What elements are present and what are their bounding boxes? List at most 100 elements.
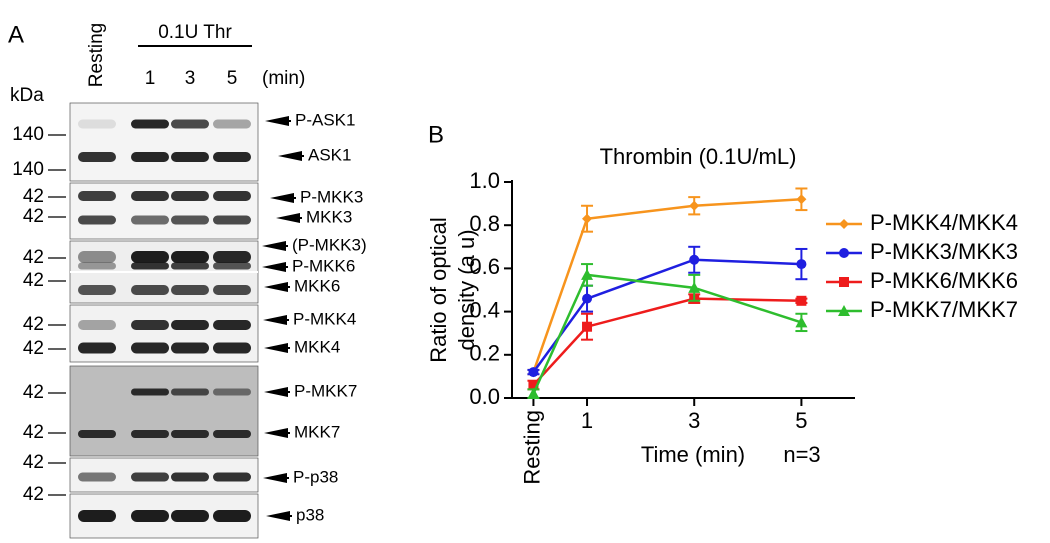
- treatment-label: 0.1U Thr: [158, 22, 232, 43]
- band: [171, 472, 209, 482]
- legend-marker: [839, 277, 849, 287]
- y-tick-label: 0.0: [469, 384, 500, 409]
- mw-marker: 42: [23, 422, 44, 443]
- marker: [795, 316, 808, 328]
- band: [213, 152, 251, 162]
- band: [213, 285, 251, 295]
- band: [213, 215, 251, 225]
- band: [171, 262, 209, 270]
- marker: [582, 293, 593, 304]
- band: [171, 510, 209, 522]
- lane-label: 5: [227, 68, 238, 89]
- legend-label: P-MKK4/MKK4: [870, 210, 1018, 235]
- x-tick-label: Resting: [519, 410, 544, 485]
- band: [213, 251, 251, 263]
- band: [213, 342, 251, 354]
- marker: [582, 213, 593, 224]
- arrow: [276, 213, 300, 223]
- arrow: [264, 282, 288, 292]
- marker: [796, 295, 807, 306]
- protein-label: P-MKK4: [293, 309, 356, 328]
- mw-marker: 42: [23, 206, 44, 227]
- marker: [528, 367, 539, 378]
- annotation: n=3: [783, 442, 820, 467]
- marker: [581, 268, 594, 280]
- marker: [689, 200, 700, 211]
- mw-marker: 42: [23, 382, 44, 403]
- band: [171, 342, 209, 354]
- protein-label: (P-MKK3): [292, 235, 367, 254]
- band: [131, 320, 169, 330]
- blot: [69, 102, 259, 182]
- band: [131, 285, 169, 295]
- mw-marker: 42: [23, 247, 44, 268]
- legend-marker: [838, 305, 850, 316]
- arrow: [262, 241, 286, 251]
- mw-marker: 42: [23, 186, 44, 207]
- marker: [796, 259, 807, 270]
- x-tick-label: 1: [581, 408, 593, 433]
- band: [78, 320, 116, 330]
- blot: [69, 365, 259, 457]
- protein-label: MKK7: [294, 422, 340, 441]
- band: [131, 342, 169, 354]
- protein-label: MKK3: [306, 207, 352, 226]
- band: [171, 285, 209, 295]
- legend-label: P-MKK7/MKK7: [870, 297, 1018, 322]
- series-line: [532, 297, 802, 386]
- band: [78, 191, 116, 201]
- band: [171, 152, 209, 162]
- y-tick-label: 0.2: [469, 341, 500, 366]
- band: [78, 215, 116, 225]
- x-tick-label: 5: [795, 408, 807, 433]
- arrow: [262, 262, 286, 272]
- protein-label: P-ASK1: [295, 110, 355, 129]
- panel-label: B: [428, 121, 444, 148]
- arrow: [270, 193, 294, 203]
- band: [78, 262, 116, 270]
- protein-label: P-MKK7: [294, 381, 357, 400]
- unit-label: (min): [262, 68, 305, 89]
- band: [131, 215, 169, 225]
- y-axis-label: Ratio of optical: [426, 217, 451, 363]
- kda-label: kDa: [10, 85, 44, 106]
- band: [171, 430, 209, 438]
- series-line: [532, 273, 802, 395]
- arrow: [278, 151, 302, 161]
- arrow: [264, 428, 288, 438]
- band: [78, 510, 116, 522]
- band: [131, 510, 169, 522]
- band: [78, 251, 116, 263]
- band: [78, 342, 116, 354]
- band: [213, 430, 251, 438]
- y-tick-label: 1.0: [469, 168, 500, 193]
- band: [131, 472, 169, 482]
- protein-label: MKK4: [294, 337, 340, 356]
- band: [131, 191, 169, 201]
- arrow: [265, 116, 289, 126]
- protein-label: P-MKK6: [292, 256, 355, 275]
- x-tick-label: 3: [688, 408, 700, 433]
- lane-label: 3: [185, 68, 196, 89]
- band: [131, 152, 169, 162]
- series-line: [532, 258, 802, 373]
- legend-label: P-MKK6/MKK6: [870, 268, 1018, 293]
- band: [171, 251, 209, 263]
- band: [171, 119, 209, 129]
- band: [213, 510, 251, 522]
- mw-marker: 42: [23, 452, 44, 473]
- arrow: [264, 387, 288, 397]
- mw-marker: 42: [23, 314, 44, 335]
- arrow: [263, 473, 287, 483]
- chart-title: Thrombin (0.1U/mL): [600, 144, 797, 169]
- mw-marker: 140: [12, 124, 44, 145]
- band: [131, 262, 169, 270]
- mw-marker: 42: [23, 484, 44, 505]
- mw-marker: 140: [12, 159, 44, 180]
- protein-label: ASK1: [308, 145, 351, 164]
- lane-label: Resting: [86, 23, 107, 87]
- band: [78, 472, 116, 482]
- marker: [688, 281, 701, 293]
